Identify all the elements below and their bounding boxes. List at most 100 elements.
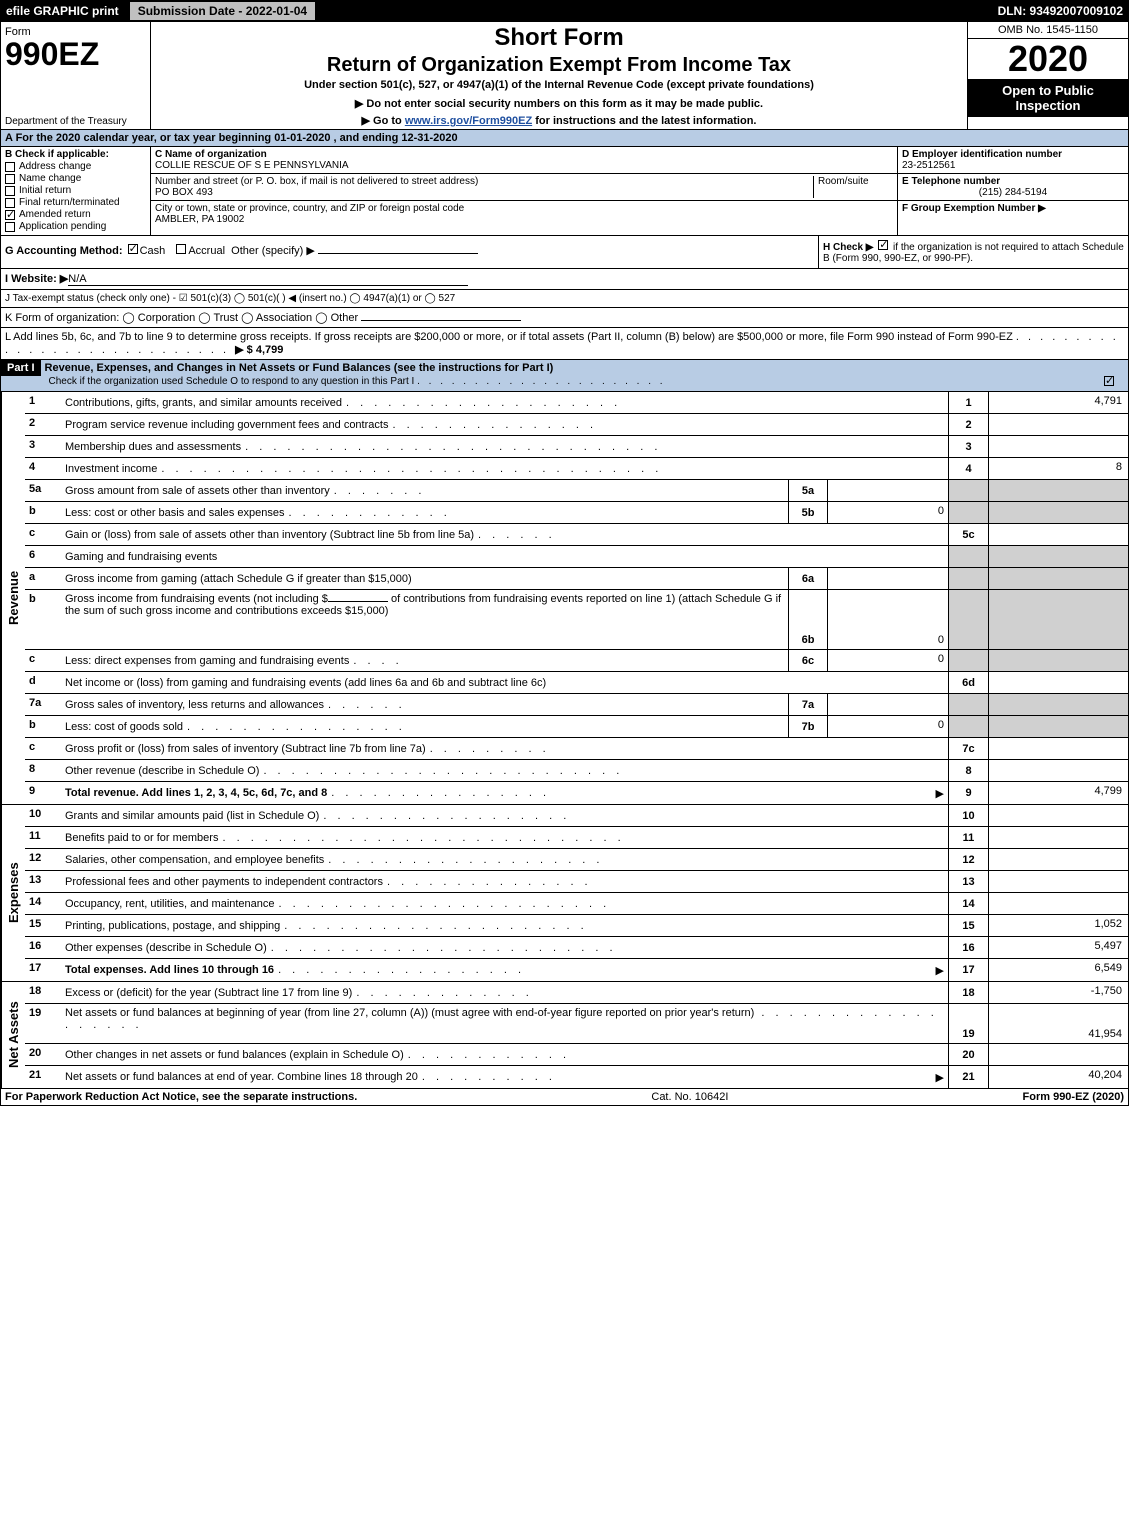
line-21-value: 40,204 — [988, 1066, 1128, 1088]
netassets-side-label: Net Assets — [1, 982, 25, 1088]
line-12-value — [988, 849, 1128, 870]
line-3: 3 Membership dues and assessments. . . .… — [25, 436, 1128, 458]
line-20: 20 Other changes in net assets or fund b… — [25, 1044, 1128, 1066]
cb-h[interactable] — [878, 240, 888, 250]
line-15-value: 1,052 — [988, 915, 1128, 936]
header-center: Short Form Return of Organization Exempt… — [151, 22, 968, 129]
tel-value: (215) 284-5194 — [902, 187, 1124, 198]
line-16-value: 5,497 — [988, 937, 1128, 958]
city-label: City or town, state or province, country… — [155, 203, 893, 214]
line-15: 15 Printing, publications, postage, and … — [25, 915, 1128, 937]
row-j-tax-exempt: J Tax-exempt status (check only one) - ☑… — [0, 290, 1129, 308]
row-a-tax-year: A For the 2020 calendar year, or tax yea… — [0, 130, 1129, 147]
do-not-enter: ▶ Do not enter social security numbers o… — [155, 97, 963, 110]
revenue-side-label: Revenue — [1, 392, 25, 804]
return-title: Return of Organization Exempt From Incom… — [155, 54, 963, 77]
row-i-website: I Website: ▶N/A — [0, 269, 1129, 290]
line-17-value: 6,549 — [988, 959, 1128, 981]
line-5a-value — [828, 480, 948, 501]
group-row: F Group Exemption Number ▶ — [898, 201, 1128, 216]
k-other-input[interactable] — [361, 320, 521, 321]
line-3-value — [988, 436, 1128, 457]
col-b-checkboxes: B Check if applicable: Address change Na… — [1, 147, 151, 235]
c-name-label: C Name of organization — [155, 149, 893, 160]
irs-link[interactable]: www.irs.gov/Form990EZ — [405, 115, 532, 127]
tel-label: E Telephone number — [902, 176, 1124, 187]
row-gh: G Accounting Method: Cash Accrual Other … — [0, 236, 1129, 269]
line-6b-value: 0 — [828, 590, 948, 649]
netassets-section: Net Assets 18 Excess or (deficit) for th… — [0, 982, 1129, 1089]
col-c-org-info: C Name of organization COLLIE RESCUE OF … — [151, 147, 898, 235]
goto-line: ▶ Go to www.irs.gov/Form990EZ for instru… — [155, 114, 963, 127]
tel-row: E Telephone number (215) 284-5194 — [898, 174, 1128, 201]
line-21: 21 Net assets or fund balances at end of… — [25, 1066, 1128, 1088]
line-5b-value: 0 — [828, 502, 948, 523]
line-6d: d Net income or (loss) from gaming and f… — [25, 672, 1128, 694]
line-2-value — [988, 414, 1128, 435]
form-number: 990EZ — [5, 38, 146, 70]
form-header: Form 990EZ Department of the Treasury Sh… — [0, 22, 1129, 130]
line-6a-value — [828, 568, 948, 589]
line-14: 14 Occupancy, rent, utilities, and maint… — [25, 893, 1128, 915]
section-bcd: B Check if applicable: Address change Na… — [0, 147, 1129, 236]
row-l-gross-receipts: L Add lines 5b, 6c, and 7b to line 9 to … — [0, 328, 1129, 360]
line-6b: b Gross income from fundraising events (… — [25, 590, 1128, 650]
h-check: H Check ▶ if the organization is not req… — [818, 236, 1128, 268]
part1-title: Revenue, Expenses, and Changes in Net As… — [41, 360, 1128, 391]
line-9: 9 Total revenue. Add lines 1, 2, 3, 4, 5… — [25, 782, 1128, 804]
cb-application-pending[interactable]: Application pending — [5, 221, 146, 232]
line-16: 16 Other expenses (describe in Schedule … — [25, 937, 1128, 959]
row-k-form-org: K Form of organization: ◯ Corporation ◯ … — [0, 308, 1129, 328]
org-city-row: City or town, state or province, country… — [151, 201, 897, 227]
short-form-title: Short Form — [155, 24, 963, 52]
line-12: 12 Salaries, other compensation, and emp… — [25, 849, 1128, 871]
line-6: 6 Gaming and fundraising events — [25, 546, 1128, 568]
line-6b-amount-input[interactable] — [328, 601, 388, 602]
line-17: 17 Total expenses. Add lines 10 through … — [25, 959, 1128, 981]
line-10: 10 Grants and similar amounts paid (list… — [25, 805, 1128, 827]
cb-address-change[interactable]: Address change — [5, 161, 146, 172]
line-8: 8 Other revenue (describe in Schedule O)… — [25, 760, 1128, 782]
ein-row: D Employer identification number 23-2512… — [898, 147, 1128, 174]
ein-value: 23-2512561 — [902, 160, 1124, 171]
line-5b: b Less: cost or other basis and sales ex… — [25, 502, 1128, 524]
room-suite-label: Room/suite — [813, 176, 893, 198]
line-4: 4 Investment income. . . . . . . . . . .… — [25, 458, 1128, 480]
line-19-value: 41,954 — [988, 1004, 1128, 1043]
line-6c: c Less: direct expenses from gaming and … — [25, 650, 1128, 672]
cb-accrual[interactable] — [176, 244, 186, 254]
cb-sched-o[interactable] — [1104, 376, 1114, 386]
header-right: OMB No. 1545-1150 2020 Open to Public In… — [968, 22, 1128, 129]
line-13-value — [988, 871, 1128, 892]
ein-label: D Employer identification number — [902, 149, 1124, 160]
line-1: 1 Contributions, gifts, grants, and simi… — [25, 392, 1128, 414]
line-11: 11 Benefits paid to or for members. . . … — [25, 827, 1128, 849]
line-6c-value: 0 — [828, 650, 948, 671]
dept-treasury: Department of the Treasury — [5, 116, 127, 127]
part1-sched-o: Check if the organization used Schedule … — [45, 374, 1124, 389]
line-7c-value — [988, 738, 1128, 759]
website-value: N/A — [68, 273, 468, 286]
group-label: F Group Exemption Number ▶ — [902, 203, 1124, 214]
other-specify-input[interactable] — [318, 253, 478, 254]
org-name: COLLIE RESCUE OF S E PENNSYLVANIA — [155, 160, 893, 171]
cb-final-return[interactable]: Final return/terminated — [5, 197, 146, 208]
line-11-value — [988, 827, 1128, 848]
addr-label: Number and street (or P. O. box, if mail… — [155, 176, 813, 187]
line-7b: b Less: cost of goods sold. . . . . . . … — [25, 716, 1128, 738]
efile-label: efile GRAPHIC print — [0, 4, 125, 18]
line-9-value: 4,799 — [988, 782, 1128, 804]
line-6d-value — [988, 672, 1128, 693]
line-18-value: -1,750 — [988, 982, 1128, 1003]
org-addr-row: Number and street (or P. O. box, if mail… — [151, 174, 897, 201]
line-5a: 5a Gross amount from sale of assets othe… — [25, 480, 1128, 502]
cb-cash[interactable] — [128, 244, 138, 254]
line-7c: c Gross profit or (loss) from sales of i… — [25, 738, 1128, 760]
cb-amended-return[interactable]: Amended return — [5, 209, 146, 220]
line-6a: a Gross income from gaming (attach Sched… — [25, 568, 1128, 590]
cb-name-change[interactable]: Name change — [5, 173, 146, 184]
org-addr: PO BOX 493 — [155, 187, 813, 198]
line-2: 2 Program service revenue including gove… — [25, 414, 1128, 436]
cb-initial-return[interactable]: Initial return — [5, 185, 146, 196]
g-accounting: G Accounting Method: Cash Accrual Other … — [1, 236, 818, 268]
